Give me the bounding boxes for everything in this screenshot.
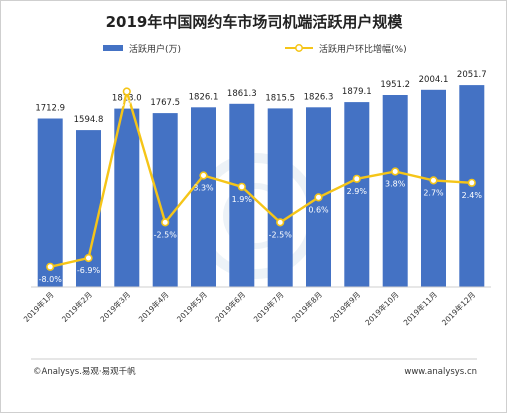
x-tick-label-11: 2019年11月 xyxy=(401,289,439,327)
x-tick-label-10: 2019年10月 xyxy=(363,289,401,327)
growth-line xyxy=(49,90,472,268)
line-series xyxy=(46,87,476,271)
footer-url: www.analysys.cn xyxy=(404,367,477,377)
growth-value-label-9: 2.9% xyxy=(347,187,368,196)
bar-value-label-2: 1594.8 xyxy=(74,115,104,125)
legend-line-label: 活跃用户环比增幅(%) xyxy=(319,43,407,55)
bar-value-label-7: 1815.5 xyxy=(265,93,295,103)
bar-value-labels: 1712.9 1594.8 1813.0 1767.5 1826.1 1861.3 1815… xyxy=(35,70,486,125)
bar-7 xyxy=(267,108,293,288)
x-tick-label-12: 2019年12月 xyxy=(439,289,477,327)
x-tick-label-4: 2019年4月 xyxy=(136,289,171,324)
growth-point-8 xyxy=(314,193,323,202)
x-tick-label-5: 2019年5月 xyxy=(174,289,209,324)
x-tick-label-3: 2019年3月 xyxy=(98,289,133,324)
line-value-labels: -8.0% -6.9% 13.7% -2.5% 3.3% 1.9% -2.5% 0.6% 2.9… xyxy=(39,100,483,284)
growth-value-label-6: 1.9% xyxy=(232,195,253,204)
x-tick-label-8: 2019年8月 xyxy=(289,289,324,324)
legend-bar-swatch xyxy=(103,45,123,51)
bar-9 xyxy=(344,102,370,287)
growth-value-label-2: -6.9% xyxy=(77,266,101,275)
growth-value-label-10: 3.8% xyxy=(385,180,406,189)
bar-3 xyxy=(114,108,140,287)
bar-10 xyxy=(382,95,408,287)
bar-series xyxy=(37,85,485,288)
footer-source: ©Analysys.易观·易观千帆 xyxy=(33,366,136,377)
bar-value-label-8: 1826.3 xyxy=(304,92,334,102)
legend: 活跃用户(万) 活跃用户环比增幅(%) xyxy=(103,43,407,55)
growth-point-2 xyxy=(84,253,93,263)
growth-point-4 xyxy=(161,218,170,227)
growth-point-9 xyxy=(352,174,361,183)
bar-value-label-5: 1826.1 xyxy=(189,92,219,102)
growth-value-label-7: -2.5% xyxy=(269,230,293,239)
growth-point-3 xyxy=(122,87,131,96)
growth-value-label-5: 3.3% xyxy=(193,184,214,193)
growth-point-6 xyxy=(237,182,246,191)
x-axis-ticks: 2019年1月 2019年2月 2019年3月 2019年4月 2019年5月 2019年… xyxy=(21,289,477,327)
bar-value-label-10: 1951.2 xyxy=(380,80,410,90)
chart-title: 2019年中国网约车市场司机端活跃用户规模 xyxy=(106,13,404,31)
growth-value-label-12: 2.4% xyxy=(462,191,483,200)
growth-point-1 xyxy=(46,262,55,271)
growth-point-11 xyxy=(429,176,438,185)
growth-point-10 xyxy=(391,167,400,176)
x-tick-label-9: 2019年9月 xyxy=(328,289,363,324)
growth-value-label-1: -8.0% xyxy=(39,275,63,284)
growth-value-label-8: 0.6% xyxy=(308,205,329,214)
x-tick-label-6: 2019年6月 xyxy=(213,289,248,324)
legend-bar-label: 活跃用户(万) xyxy=(129,43,181,55)
bar-1 xyxy=(37,118,63,287)
x-tick-label-2: 2019年2月 xyxy=(59,289,94,324)
bar-5 xyxy=(191,107,216,287)
growth-value-label-11: 2.7% xyxy=(423,188,444,197)
growth-value-label-3: 13.7% xyxy=(114,100,140,109)
x-tick-label-1: 2019年1月 xyxy=(21,289,56,324)
bar-value-label-12: 2051.7 xyxy=(457,70,487,80)
bar-2 xyxy=(76,130,101,287)
bar-4 xyxy=(152,113,178,287)
bar-value-label-6: 1861.3 xyxy=(227,89,257,99)
legend-line-marker xyxy=(295,44,303,52)
bar-value-label-3: 1813.0 xyxy=(112,94,142,104)
x-tick-label-7: 2019年7月 xyxy=(251,289,286,324)
growth-point-12 xyxy=(467,178,476,187)
growth-point-7 xyxy=(276,218,285,227)
bar-value-label-1: 1712.9 xyxy=(35,104,65,114)
bar-11 xyxy=(421,89,446,287)
bar-value-label-4: 1767.5 xyxy=(150,98,180,108)
bar-value-label-11: 2004.1 xyxy=(419,75,449,85)
growth-point-5 xyxy=(199,171,208,180)
growth-value-label-4: -2.5% xyxy=(154,230,178,239)
bar-value-label-9: 1879.1 xyxy=(342,87,372,97)
